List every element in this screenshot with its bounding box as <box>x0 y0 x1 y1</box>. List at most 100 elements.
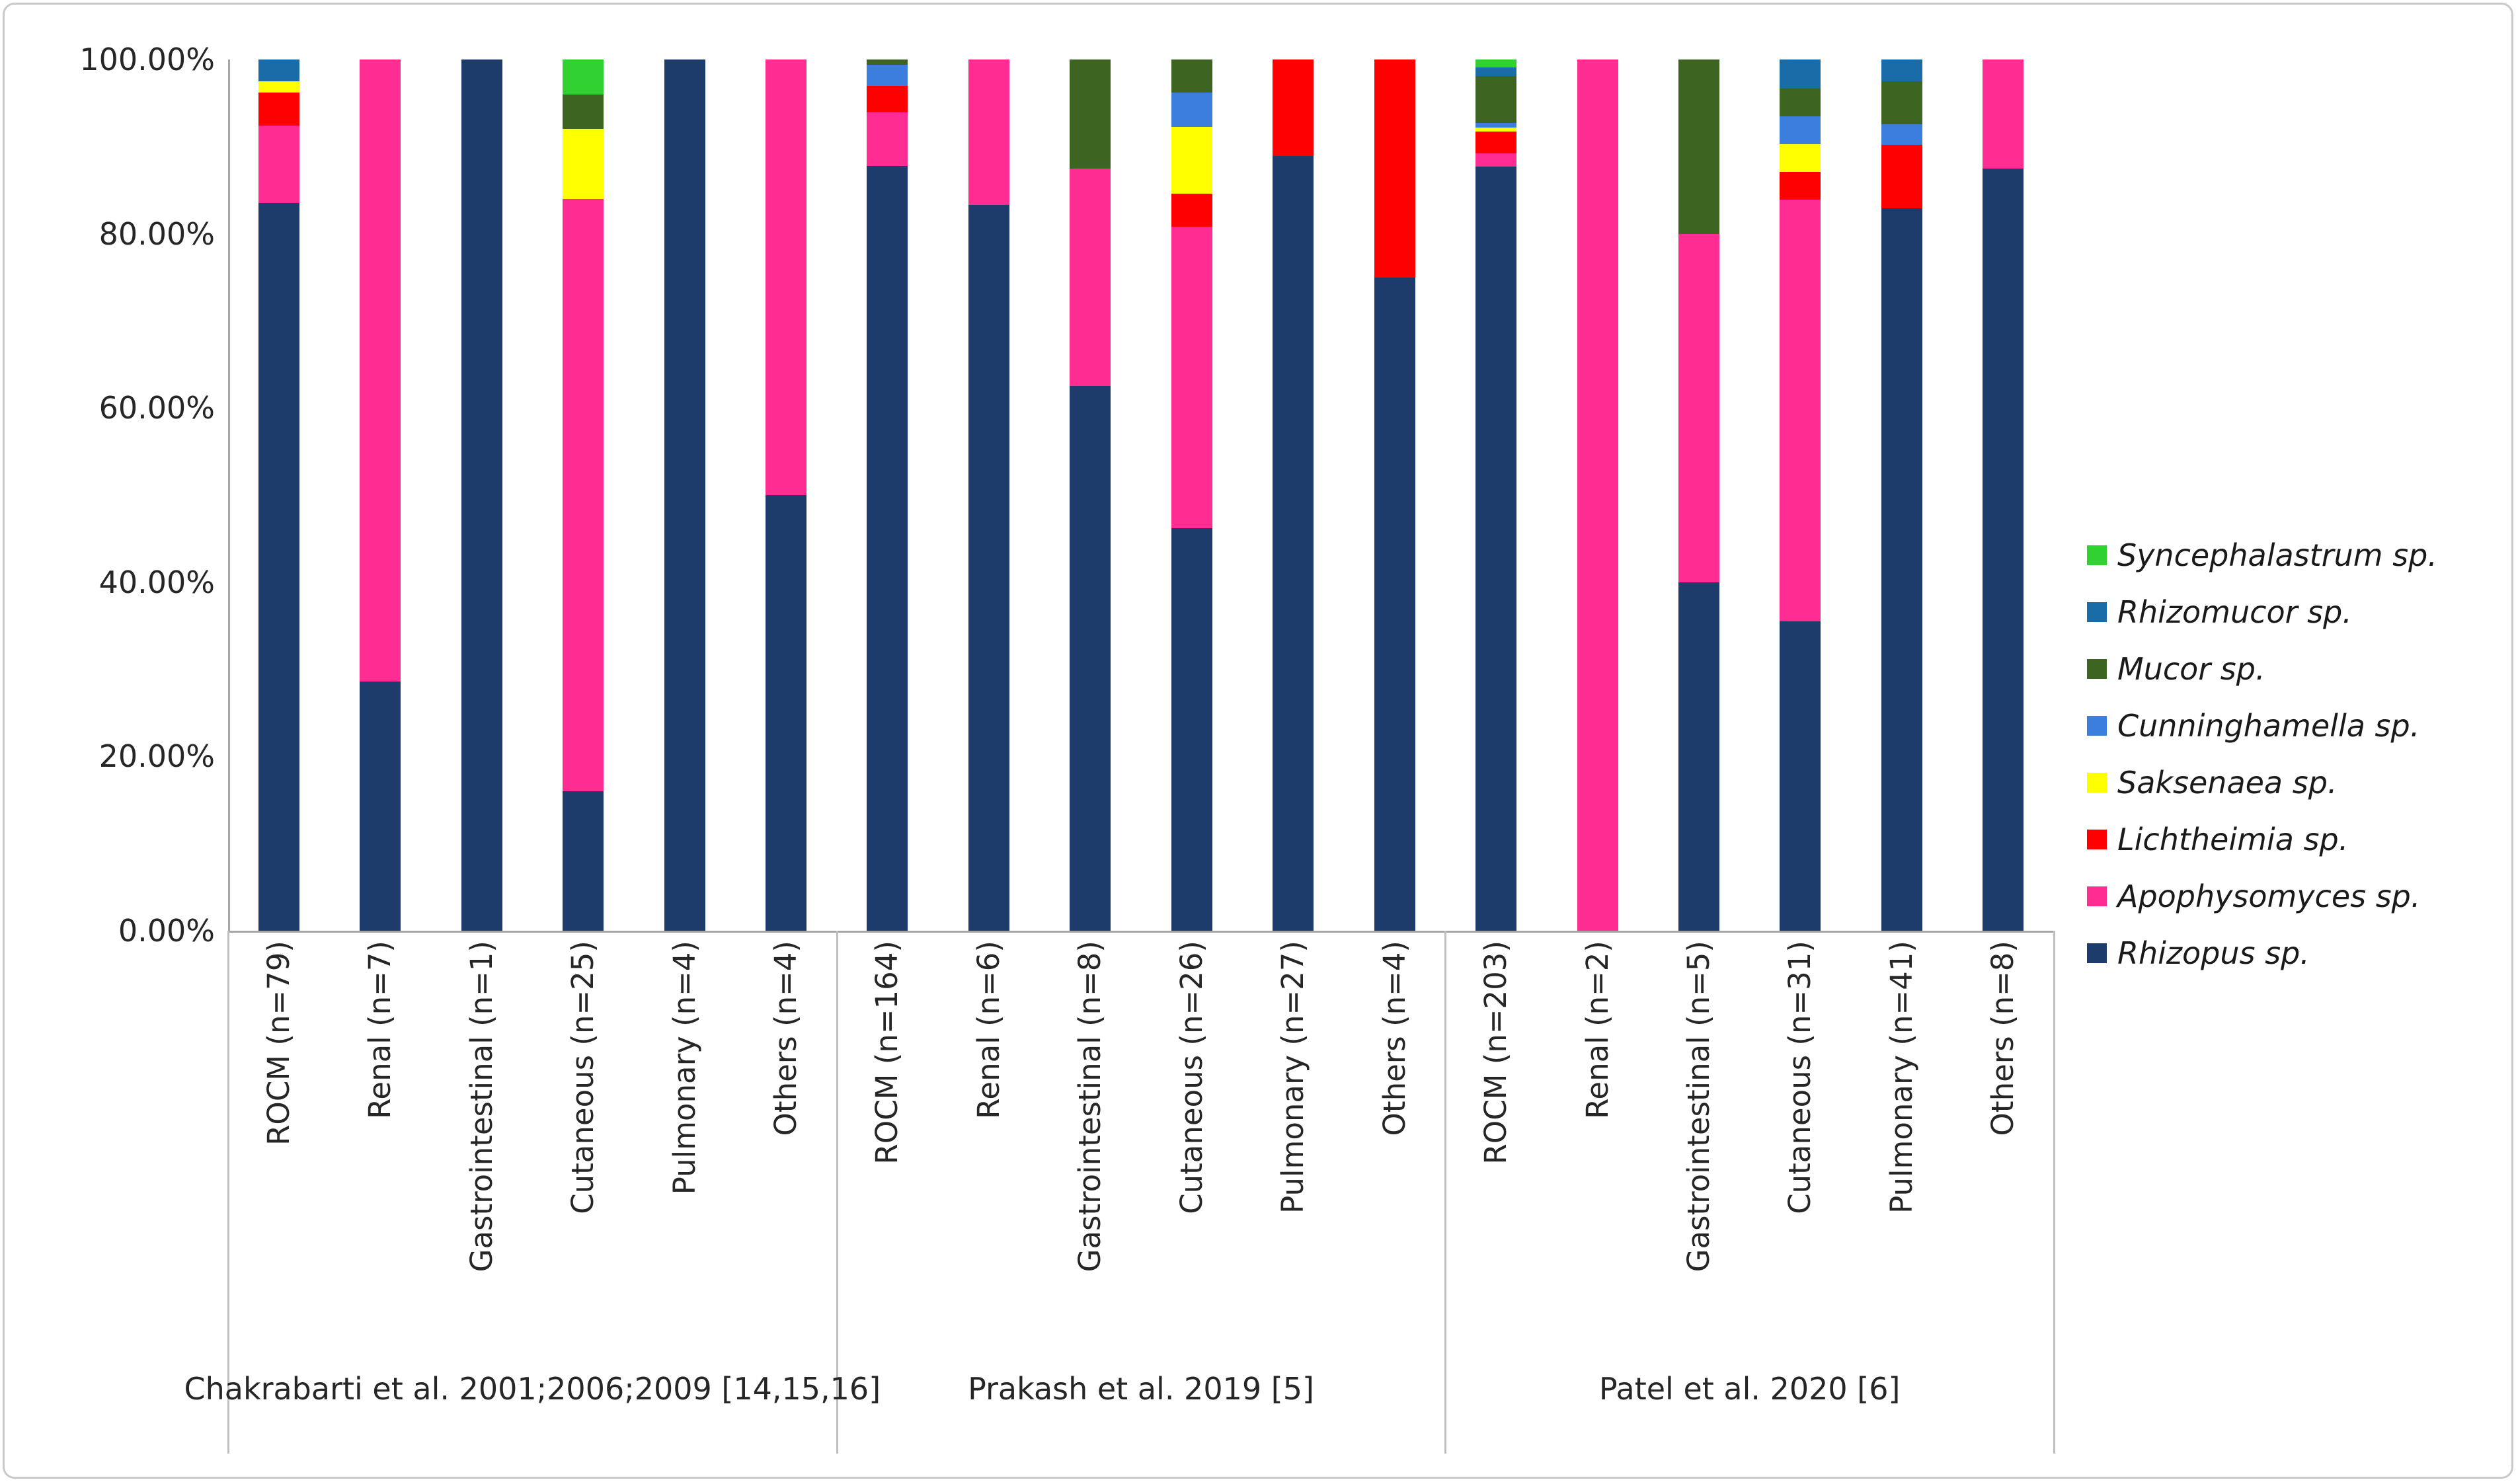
x-tick-label-wrap: ROCM (n=164) <box>837 941 937 1164</box>
stacked-bar <box>664 59 705 931</box>
bar-segment-apophysomyces-sp- <box>1475 153 1517 167</box>
bar-segment-saksenaea-sp- <box>258 81 299 93</box>
group-label: Chakrabarti et al. 2001;2006;2009 [14,15… <box>184 1371 881 1407</box>
group-label: Prakash et al. 2019 [5] <box>968 1371 1314 1407</box>
bar-segment-apophysomyces-sp- <box>1070 168 1111 387</box>
legend-swatch <box>2087 773 2107 793</box>
y-tick-label: 60.00% <box>98 390 215 426</box>
group-label: Patel et al. 2020 [6] <box>1598 1371 1901 1407</box>
bar-segment-apophysomyces-sp- <box>1678 233 1719 582</box>
bar-segment-rhizopus-sp- <box>1678 582 1719 931</box>
x-tick-label-wrap: Renal (n=6) <box>939 941 1039 1119</box>
bar-segment-rhizopus-sp- <box>664 59 705 931</box>
x-tick-label-wrap: Renal (n=7) <box>330 941 430 1119</box>
x-tick-label: Others (n=4) <box>1376 941 1412 1136</box>
x-tick-label: Pulmonary (n=41) <box>1883 941 1919 1214</box>
bar-segment-rhizopus-sp- <box>1983 168 2024 931</box>
bar-segment-apophysomyces-sp- <box>968 59 1009 206</box>
stacked-bar <box>1780 59 1821 931</box>
bar-segment-rhizopus-sp- <box>1273 156 1314 931</box>
legend-swatch <box>2087 716 2107 736</box>
bar-segment-rhizomucor-sp- <box>1475 67 1517 77</box>
y-tick-label: 0.00% <box>118 913 215 949</box>
bar-segment-lichtheimia-sp- <box>1881 145 1922 209</box>
stacked-bar <box>1475 59 1517 931</box>
bar-segment-rhizopus-sp- <box>1374 277 1415 931</box>
y-tick-label: 80.00% <box>98 215 215 252</box>
bar-segment-mucor-sp- <box>1678 59 1719 234</box>
x-tick-label-wrap: Renal (n=2) <box>1548 941 1648 1119</box>
y-axis-line <box>228 59 230 931</box>
x-tick-label: Renal (n=2) <box>1579 941 1615 1119</box>
bar-segment-rhizopus-sp- <box>968 205 1009 931</box>
bar-segment-rhizopus-sp- <box>1780 621 1821 931</box>
bar-segment-lichtheimia-sp- <box>1273 59 1314 157</box>
legend-label: Rhizopus sp. <box>2117 935 2310 971</box>
legend-swatch <box>2087 830 2107 849</box>
stacked-bar <box>1171 59 1212 931</box>
legend-swatch <box>2087 545 2107 565</box>
x-tick-label: Others (n=8) <box>1985 941 2021 1136</box>
bar-segment-mucor-sp- <box>1881 81 1922 124</box>
bar-segment-cunninghamella-sp- <box>1475 123 1517 128</box>
category-separator-0 <box>227 931 229 1454</box>
legend-label: Rhizomucor sp. <box>2117 594 2352 630</box>
x-tick-label: Gastrointestinal (n=1) <box>463 941 499 1272</box>
bar-segment-rhizopus-sp- <box>1171 528 1212 931</box>
x-tick-label: ROCM (n=79) <box>260 941 296 1146</box>
stacked-bar <box>461 59 502 931</box>
x-tick-label-wrap: Cutaneous (n=25) <box>533 941 633 1214</box>
bar-segment-cunninghamella-sp- <box>1171 93 1212 127</box>
x-tick-label-wrap: Pulmonary (n=4) <box>635 941 735 1194</box>
x-tick-label: ROCM (n=203) <box>1478 941 1514 1165</box>
x-tick-label: Gastrointestinal (n=8) <box>1072 941 1108 1272</box>
bar-segment-cunninghamella-sp- <box>1780 116 1821 144</box>
legend-label: Mucor sp. <box>2117 651 2265 687</box>
category-separator-2 <box>1444 931 1447 1454</box>
bar-segment-lichtheimia-sp- <box>258 93 299 126</box>
stacked-bar <box>563 59 604 931</box>
x-tick-label-wrap: Cutaneous (n=31) <box>1750 941 1850 1214</box>
stacked-bar <box>1881 59 1922 931</box>
bar-segment-rhizopus-sp- <box>1475 167 1517 931</box>
bar-segment-syncephalastrum-sp- <box>563 59 604 95</box>
x-tick-label: ROCM (n=164) <box>869 941 905 1165</box>
x-tick-label-wrap: Others (n=4) <box>1345 941 1445 1136</box>
bar-segment-lichtheimia-sp- <box>867 85 908 113</box>
bar-segment-apophysomyces-sp- <box>765 59 806 495</box>
bar-segment-saksenaea-sp- <box>563 129 604 199</box>
bar-segment-saksenaea-sp- <box>1780 143 1821 173</box>
x-tick-label: Pulmonary (n=27) <box>1275 941 1311 1214</box>
bar-segment-rhizopus-sp- <box>765 495 806 931</box>
bar-segment-rhizopus-sp- <box>1070 386 1111 931</box>
bar-segment-lichtheimia-sp- <box>1780 172 1821 200</box>
bar-segment-lichtheimia-sp- <box>1374 59 1415 278</box>
x-tick-label-wrap: Others (n=8) <box>1953 941 2053 1136</box>
legend-item: Rhizopus sp. <box>2087 925 2437 982</box>
legend-label: Cunninghamella sp. <box>2117 708 2420 744</box>
stacked-bar <box>867 59 908 931</box>
bar-segment-apophysomyces-sp- <box>563 198 604 792</box>
x-tick-label: Pulmonary (n=4) <box>666 941 702 1195</box>
stacked-bar <box>968 59 1009 931</box>
y-tick-label: 100.00% <box>79 42 215 77</box>
chart-figure: 100.00% 80.00% 60.00% 40.00% 20.00% 0.00% ROC… <box>3 3 2513 1479</box>
stacked-bar <box>1983 59 2024 931</box>
bar-segment-lichtheimia-sp- <box>1475 132 1517 154</box>
legend-label: Lichtheimia sp. <box>2117 822 2349 857</box>
x-tick-label: Cutaneous (n=26) <box>1173 941 1209 1214</box>
bar-segment-mucor-sp- <box>1780 88 1821 116</box>
legend-item: Rhizomucor sp. <box>2087 584 2437 641</box>
x-tick-label-wrap: Pulmonary (n=41) <box>1852 941 1952 1214</box>
x-tick-label-wrap: Gastrointestinal (n=5) <box>1649 941 1749 1272</box>
legend-item: Cunninghamella sp. <box>2087 697 2437 754</box>
stacked-bar <box>1678 59 1719 931</box>
bar-segment-rhizopus-sp- <box>563 791 604 931</box>
y-tick-label: 20.00% <box>98 738 215 775</box>
legend-item: Saksenaea sp. <box>2087 754 2437 811</box>
bar-segment-mucor-sp- <box>1070 59 1111 169</box>
bar-segment-apophysomyces-sp- <box>258 126 299 204</box>
x-tick-label: Renal (n=6) <box>970 941 1006 1119</box>
stacked-bar <box>258 59 299 931</box>
x-tick-label-wrap: Gastrointestinal (n=8) <box>1040 941 1140 1272</box>
